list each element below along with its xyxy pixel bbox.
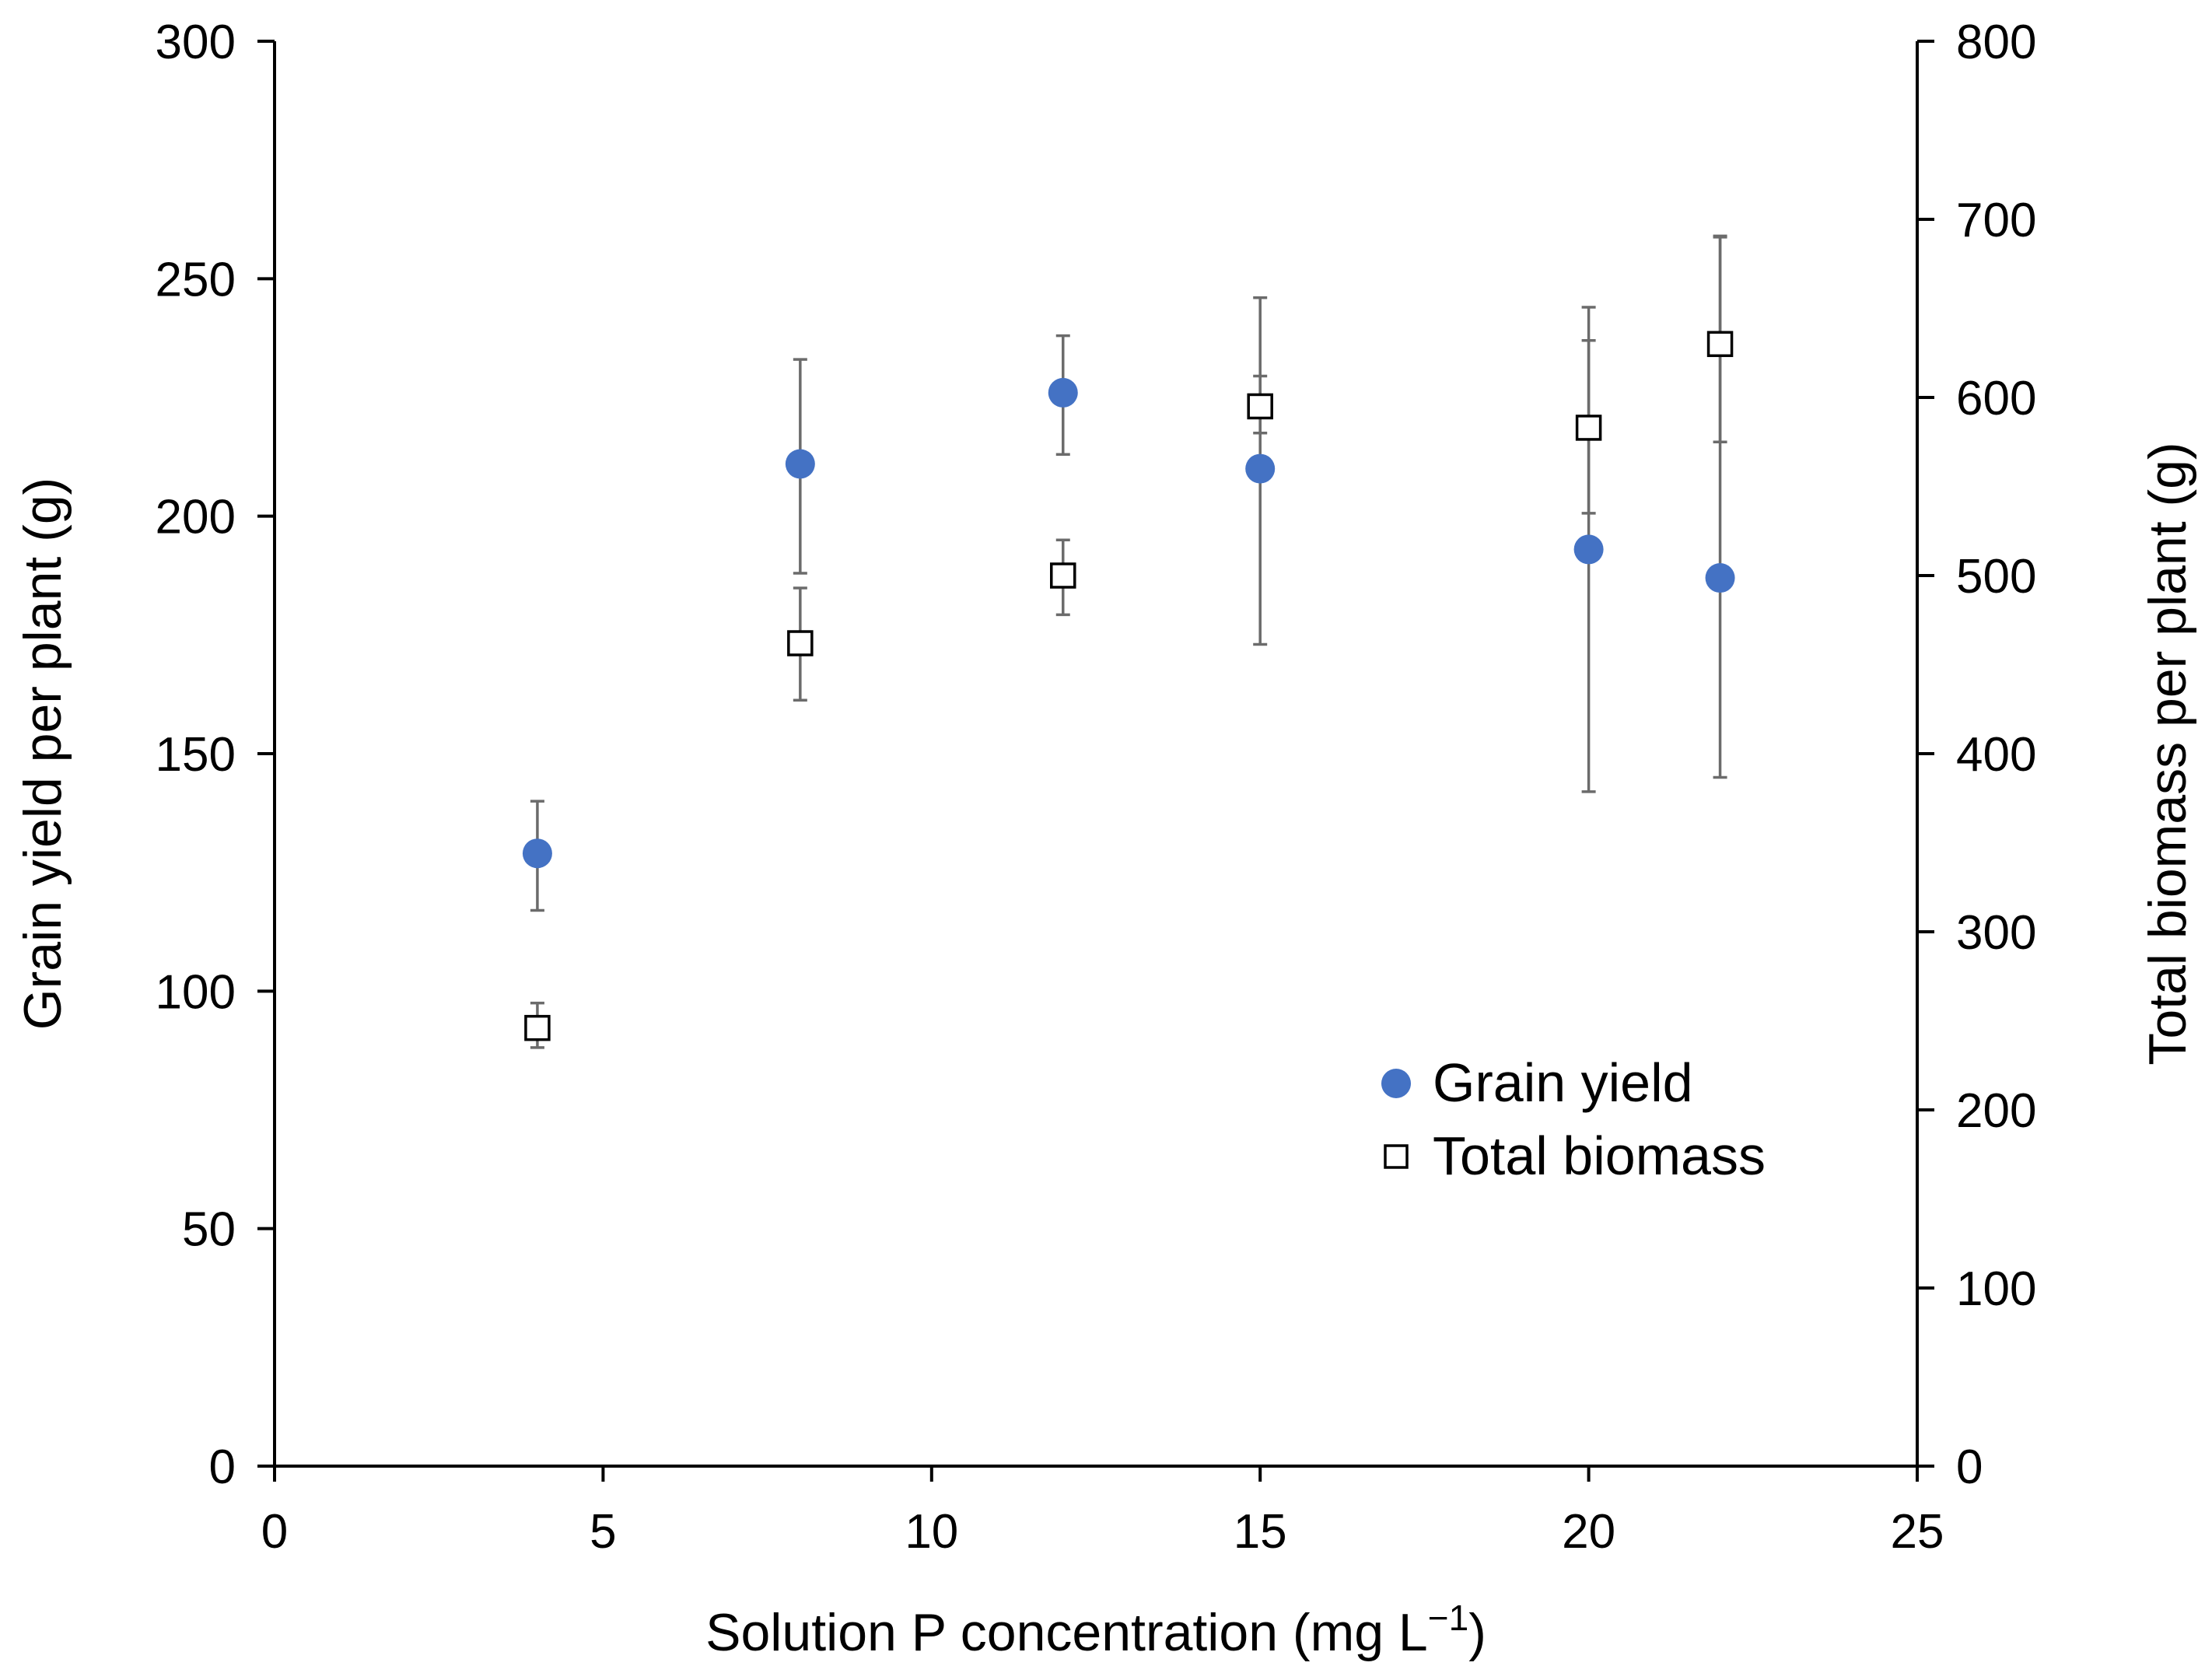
total-biomass-point (787, 630, 814, 656)
y-tick-label: 100 (156, 965, 236, 1019)
x-axis-title: Solution P concentration (mg L−1) (705, 1598, 1486, 1662)
y-tick-label: 150 (156, 728, 236, 782)
y2-tick-label: 300 (1956, 906, 2036, 960)
grain-yield-point (1705, 563, 1735, 593)
legend-marker-total-biomass (1384, 1144, 1409, 1169)
y2-tick-label: 0 (1956, 1440, 1983, 1494)
grain-yield-point (522, 838, 552, 869)
y2-tick-label: 100 (1956, 1262, 2036, 1316)
y-ticks: 0 50 100 150 200 250 300 (156, 16, 275, 1494)
x-tick-label: 20 (1562, 1505, 1615, 1559)
x-ticks: 0 5 10 15 20 25 (261, 1466, 1944, 1559)
grain-yield-point (1245, 453, 1276, 484)
grain-yield-point (1048, 377, 1078, 408)
legend-label-total-biomass: Total biomass (1433, 1125, 1766, 1186)
legend-marker-grain-yield (1381, 1069, 1411, 1098)
y2-tick-label: 600 (1956, 372, 2036, 425)
grain-yield-point (1573, 534, 1604, 565)
y2-ticks: 0 100 200 300 400 500 600 700 800 (1917, 16, 2036, 1494)
data-points (522, 331, 1735, 1041)
x-tick-label: 15 (1234, 1505, 1287, 1559)
x-tick-label: 5 (590, 1505, 616, 1559)
y2-tick-label: 400 (1956, 728, 2036, 782)
x-axis-title-superscript: −1 (1428, 1598, 1468, 1638)
total-biomass-point (1706, 331, 1734, 358)
total-biomass-point (1050, 562, 1076, 589)
grain-yield-point (785, 449, 815, 479)
total-biomass-point (1575, 415, 1602, 441)
total-biomass-point (1247, 393, 1273, 420)
y-axis-left-title: Grain yield per plant (g) (13, 478, 72, 1031)
axes (273, 41, 1919, 1468)
legend: Grain yield Total biomass (1381, 1052, 1766, 1186)
x-tick-label: 10 (905, 1505, 958, 1559)
y2-tick-label: 800 (1956, 16, 2036, 69)
y-tick-label: 0 (209, 1440, 236, 1494)
x-tick-label: 25 (1891, 1505, 1944, 1559)
y2-tick-label: 500 (1956, 550, 2036, 604)
y-tick-label: 250 (156, 253, 236, 306)
error-bars (530, 234, 1727, 1049)
y-tick-label: 50 (182, 1203, 236, 1257)
y-tick-label: 300 (156, 16, 236, 69)
x-axis-title-main: Solution P concentration (mg L (705, 1603, 1428, 1662)
x-axis-title-suffix: ) (1468, 1603, 1486, 1662)
y2-tick-label: 200 (1956, 1084, 2036, 1138)
y2-tick-label: 700 (1956, 194, 2036, 247)
total-biomass-point (524, 1014, 551, 1041)
y-axis-right-title: Total biomass per plant (g) (2138, 442, 2197, 1065)
legend-label-grain-yield: Grain yield (1433, 1052, 1693, 1113)
x-tick-label: 0 (261, 1505, 288, 1559)
y-tick-label: 200 (156, 491, 236, 544)
